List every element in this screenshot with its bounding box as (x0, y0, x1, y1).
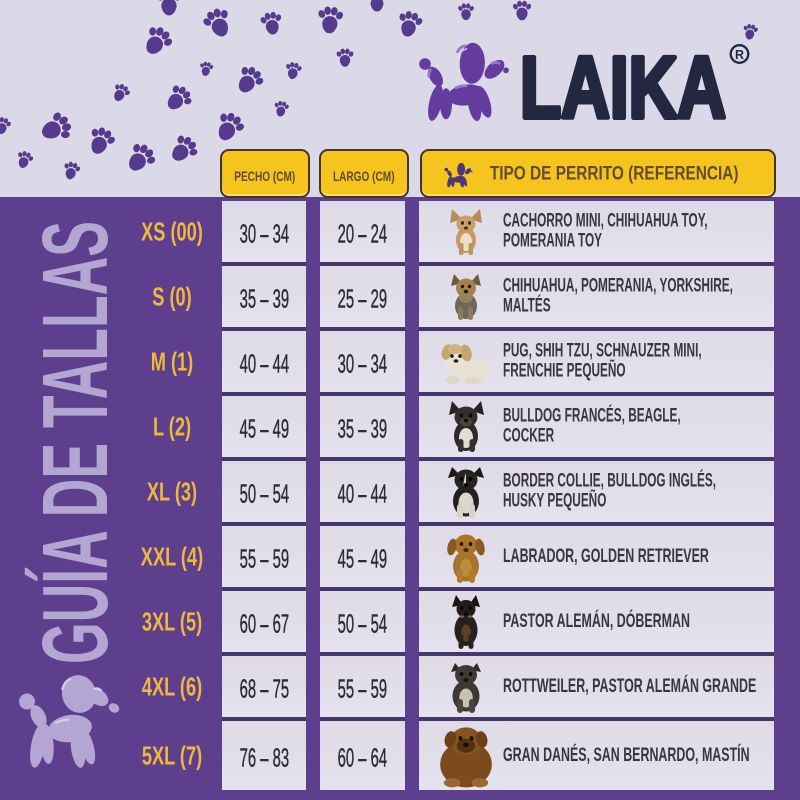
svg-text:R: R (735, 48, 744, 62)
svg-text:LAIKA: LAIKA (520, 40, 726, 137)
svg-text:GUÍA DE TALLAS: GUÍA DE TALLAS (23, 221, 127, 664)
